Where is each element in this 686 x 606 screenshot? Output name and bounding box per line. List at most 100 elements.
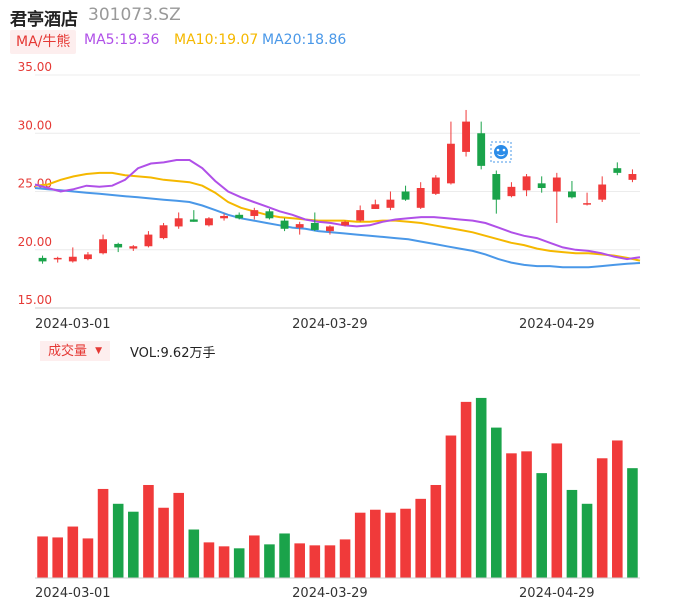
candle-body [492, 174, 501, 200]
candle[interactable] [583, 192, 591, 206]
candle[interactable] [552, 172, 561, 223]
volume-bar[interactable] [128, 511, 139, 578]
candle[interactable] [386, 191, 395, 211]
volume-bar[interactable] [581, 503, 593, 578]
candle[interactable] [235, 212, 244, 220]
volume-bar[interactable] [203, 542, 215, 578]
candle[interactable] [356, 205, 365, 222]
candle[interactable] [371, 199, 380, 209]
candle[interactable] [431, 175, 440, 195]
candle[interactable] [129, 245, 138, 251]
candle[interactable] [401, 185, 410, 201]
volume-bar[interactable] [143, 484, 154, 578]
candle[interactable] [189, 210, 198, 222]
volume-bar[interactable] [67, 526, 79, 578]
candle[interactable] [341, 220, 349, 227]
volume-bar[interactable] [385, 512, 396, 578]
volume-bar[interactable] [566, 489, 578, 578]
candle-body [462, 121, 470, 152]
candle[interactable] [416, 182, 425, 209]
candle[interactable] [492, 170, 501, 214]
y-tick-label: 30.00 [18, 118, 52, 132]
volume-bar[interactable] [430, 484, 442, 578]
volume-bar[interactable] [445, 435, 457, 578]
candle[interactable] [598, 176, 607, 202]
candle[interactable] [628, 169, 637, 183]
volume-bar[interactable] [506, 453, 517, 578]
highlight-marker-icon [490, 141, 512, 163]
volume-bar[interactable] [415, 498, 426, 578]
candle[interactable] [144, 231, 153, 248]
candle[interactable] [280, 218, 289, 232]
candle[interactable] [477, 121, 486, 170]
volume-bar[interactable] [460, 401, 472, 578]
volume-bar[interactable] [551, 443, 563, 578]
candle[interactable] [159, 222, 168, 240]
volume-bar[interactable] [475, 397, 487, 578]
volume-bar[interactable] [612, 440, 623, 578]
volume-bar[interactable] [52, 537, 63, 578]
candle-body [341, 221, 349, 226]
candle-body [386, 199, 395, 208]
volume-bar[interactable] [264, 544, 275, 578]
volume-bar[interactable] [370, 509, 381, 578]
volume-indicator-button[interactable]: 成交量 ▼ [40, 341, 111, 361]
candle[interactable] [265, 208, 274, 220]
candle[interactable] [537, 176, 546, 193]
volume-bar[interactable] [324, 545, 336, 578]
volume-bar[interactable] [173, 492, 184, 578]
volume-bar[interactable] [218, 546, 230, 578]
candle[interactable] [568, 181, 576, 199]
candle[interactable] [38, 255, 47, 264]
candle-body [447, 143, 455, 184]
candle[interactable] [99, 234, 107, 255]
volume-bar[interactable] [294, 543, 305, 578]
candle[interactable] [220, 213, 228, 221]
volume-bar[interactable] [536, 473, 547, 578]
candle[interactable] [53, 256, 62, 263]
volume-bar[interactable] [188, 529, 200, 578]
candle-body [568, 191, 576, 198]
volume-bar[interactable] [82, 538, 94, 578]
candle-body [416, 188, 425, 208]
candle-body [144, 234, 153, 247]
candle[interactable] [447, 121, 455, 185]
volume-bar[interactable] [279, 533, 290, 578]
volume-bar[interactable] [309, 545, 321, 578]
candle[interactable] [522, 174, 531, 197]
volume-bar[interactable] [158, 507, 169, 578]
volume-bar[interactable] [249, 535, 260, 578]
candle[interactable] [326, 225, 334, 235]
candle[interactable] [507, 182, 516, 198]
candle[interactable] [310, 212, 319, 232]
volume-bar[interactable] [521, 451, 532, 578]
volume-bar[interactable] [627, 468, 638, 578]
volume-bar[interactable] [112, 503, 124, 578]
volume-bar[interactable] [400, 508, 411, 578]
stock-code: 301073.SZ [88, 5, 181, 25]
candle-body [129, 246, 138, 249]
candle[interactable] [295, 221, 304, 235]
volume-bar[interactable] [97, 488, 109, 578]
candle-body [189, 219, 198, 222]
candle[interactable] [84, 252, 92, 261]
ma5-line [34, 159, 641, 261]
candle[interactable] [462, 109, 470, 157]
caret-down-icon: ▼ [95, 346, 103, 356]
ma-selector-button[interactable]: MA/牛熊 [10, 30, 77, 54]
volume-bar[interactable] [596, 458, 608, 578]
candle-body [280, 220, 289, 229]
candle[interactable] [174, 212, 183, 229]
candle-body [326, 226, 334, 232]
volume-bar[interactable] [354, 512, 366, 578]
candle[interactable] [68, 247, 77, 263]
candle[interactable] [613, 162, 622, 176]
candle[interactable] [250, 207, 259, 220]
volume-bar[interactable] [233, 548, 245, 578]
candle[interactable] [114, 242, 123, 253]
candle[interactable] [205, 217, 213, 227]
volume-bar[interactable] [491, 427, 502, 578]
volume-bar[interactable] [37, 536, 48, 578]
volume-bar[interactable] [339, 539, 351, 578]
